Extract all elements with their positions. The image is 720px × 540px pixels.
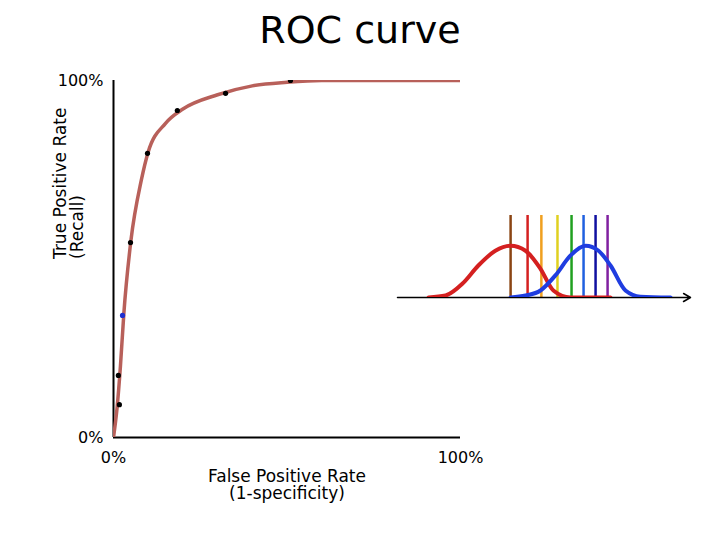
html-text:ROC curve: ROC curve	[259, 8, 461, 52]
svg-text:100%: 100%	[438, 448, 484, 467]
svg-text:0%: 0%	[101, 448, 126, 467]
svg-text:False Positive Rate(1-specific: False Positive Rate(1-specificity)	[208, 466, 366, 503]
svg-text:0%: 0%	[78, 428, 103, 447]
svg-text:True Positive Rate(Recall): True Positive Rate(Recall)	[50, 108, 87, 260]
svg-text:100%: 100%	[58, 71, 104, 90]
